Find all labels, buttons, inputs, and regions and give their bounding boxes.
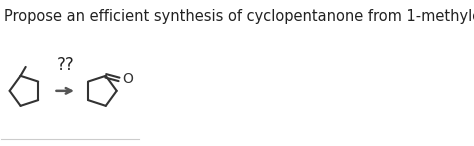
Text: O: O [122, 72, 133, 86]
Text: ??: ?? [56, 56, 74, 74]
Text: Propose an efficient synthesis of cyclopentanone from 1-methylcyclopentane:: Propose an efficient synthesis of cyclop… [4, 8, 474, 24]
